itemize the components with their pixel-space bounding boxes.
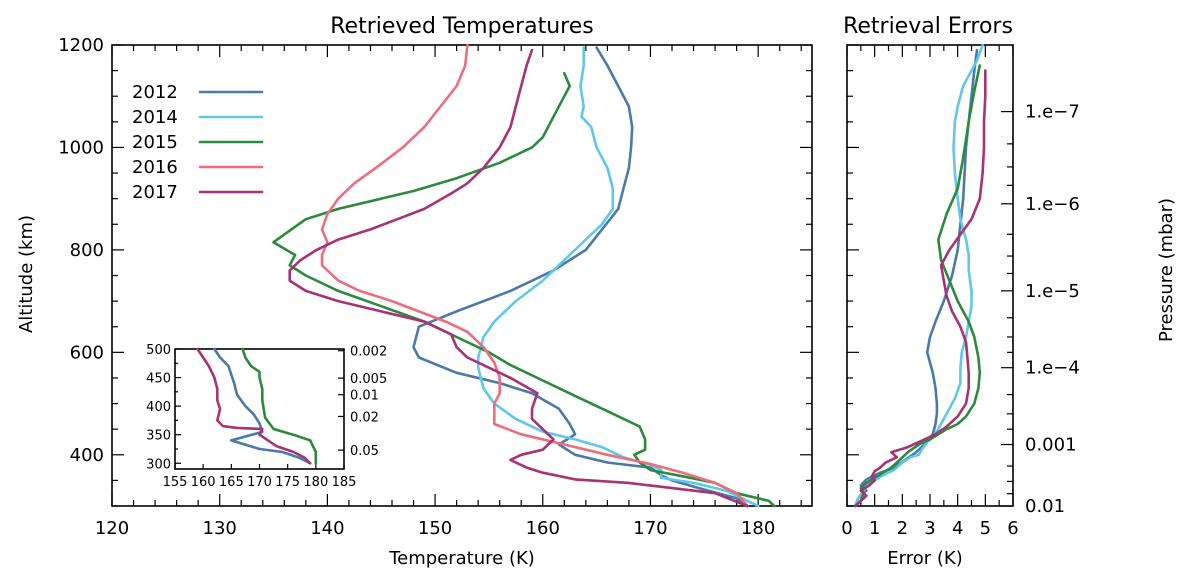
pressure-axis-label: Pressure (mbar) bbox=[1156, 198, 1177, 342]
error-x-tick-label: 1 bbox=[869, 518, 880, 539]
main-x-tick-label: 170 bbox=[633, 518, 667, 539]
inset-x-tick-label: 170 bbox=[247, 475, 272, 490]
pressure-tick-label: 1.e−5 bbox=[1025, 281, 1080, 302]
legend-label-2014: 2014 bbox=[132, 107, 178, 128]
series-line-2014 bbox=[476, 46, 760, 508]
inset-x-tick-label: 185 bbox=[332, 475, 357, 490]
error-plot-area: 0 1 2 3 4 5 6 1.e−7 1.e−6 1.e−5 1.e−4 0.001 0.01 bbox=[841, 43, 1080, 539]
inset-x-tick-label: 160 bbox=[191, 475, 216, 490]
series-line-2015 bbox=[272, 71, 776, 508]
inset-x-tick-label: 165 bbox=[219, 475, 244, 490]
main-y-tick-label: 1000 bbox=[58, 137, 104, 158]
main-x-tick-label: 140 bbox=[310, 518, 344, 539]
inset-pressure-tick-label: 0.005 bbox=[350, 372, 387, 387]
error-x-tick-label: 6 bbox=[1007, 518, 1018, 539]
inset-series-line-2017 bbox=[196, 347, 312, 465]
main-x-tick-label: 120 bbox=[95, 518, 129, 539]
pressure-tick-label: 1.e−6 bbox=[1025, 194, 1080, 215]
inset-pressure-tick-label: 0.002 bbox=[350, 345, 387, 360]
inset-x-tick-label: 180 bbox=[303, 475, 328, 490]
inset-x-tick-label: 175 bbox=[275, 475, 300, 490]
error-x-tick-label: 3 bbox=[924, 518, 935, 539]
inset-pressure-tick-label: 0.01 bbox=[350, 389, 379, 404]
pressure-tick-label: 1.e−7 bbox=[1025, 102, 1080, 123]
inset-y-tick-label: 400 bbox=[146, 400, 171, 415]
main-x-tick-label: 150 bbox=[418, 518, 452, 539]
pressure-tick-label: 0.001 bbox=[1025, 435, 1077, 456]
inset-pressure-tick-label: 0.05 bbox=[350, 444, 379, 459]
inset-series-line-2015 bbox=[241, 347, 318, 465]
error-chart-title: Retrieval Errors bbox=[843, 14, 1013, 39]
error-x-tick-label: 0 bbox=[841, 518, 852, 539]
main-y-axis-label: Altitude (km) bbox=[16, 215, 37, 333]
main-chart-title: Retrieved Temperatures bbox=[330, 14, 593, 39]
inset-pressure-tick-label: 0.02 bbox=[350, 410, 379, 425]
inset-y-tick-label: 500 bbox=[146, 343, 171, 358]
main-x-axis-label: Temperature (K) bbox=[388, 548, 535, 569]
legend-label-2015: 2015 bbox=[132, 132, 178, 153]
main-x-tick-label: 180 bbox=[741, 518, 775, 539]
main-y-tick-label: 400 bbox=[70, 445, 104, 466]
inset-plot-area: 155 160 165 170 175 180 185 300 350 400 450 500 0.00… bbox=[146, 343, 387, 490]
error-x-tick-label: 4 bbox=[952, 518, 963, 539]
main-plot-area: 120 130 140 150 160 170 180 400 600 800 1000 1200 bbox=[58, 35, 813, 539]
main-y-tick-label: 600 bbox=[70, 342, 104, 363]
inset-series-line-2012 bbox=[213, 347, 312, 465]
error-series-line-2017 bbox=[854, 69, 987, 508]
main-x-tick-label: 130 bbox=[203, 518, 237, 539]
inset-x-tick-label: 155 bbox=[163, 475, 188, 490]
inset-y-tick-label: 450 bbox=[146, 372, 171, 387]
main-y-tick-label: 800 bbox=[70, 240, 104, 261]
inset-background bbox=[170, 343, 344, 469]
series-line-2016 bbox=[320, 43, 749, 508]
inset-y-tick-label: 300 bbox=[146, 457, 171, 472]
pressure-tick-label: 1.e−4 bbox=[1025, 358, 1080, 379]
error-x-tick-label: 2 bbox=[897, 518, 908, 539]
legend-label-2017: 2017 bbox=[132, 182, 178, 203]
pressure-tick-label: 0.01 bbox=[1025, 496, 1065, 517]
main-x-tick-label: 160 bbox=[526, 518, 560, 539]
series-line-2012 bbox=[412, 46, 749, 508]
error-x-tick-label: 5 bbox=[980, 518, 991, 539]
error-x-axis-label: Error (K) bbox=[887, 548, 962, 569]
legend: 2012 2014 2015 2016 2017 bbox=[132, 82, 264, 203]
error-series-line-2015 bbox=[854, 64, 982, 508]
series-line-2017 bbox=[288, 48, 749, 508]
error-series-line-2014 bbox=[854, 43, 984, 508]
main-y-tick-label: 1200 bbox=[58, 35, 104, 56]
legend-label-2012: 2012 bbox=[132, 82, 178, 103]
error-series-line-2012 bbox=[854, 48, 979, 508]
legend-label-2016: 2016 bbox=[132, 157, 178, 178]
inset-y-tick-label: 350 bbox=[146, 429, 171, 444]
